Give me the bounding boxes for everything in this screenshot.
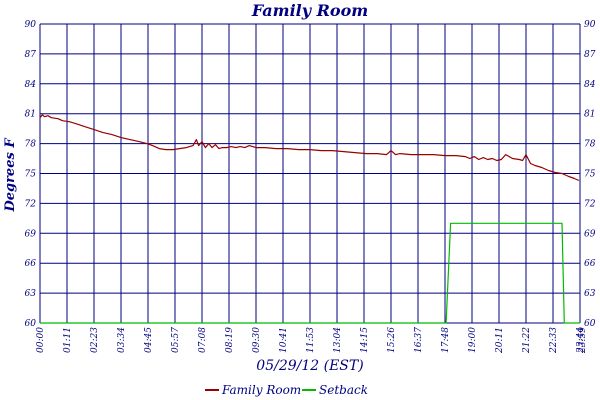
series-lines [39,114,580,324]
y-tick-label-right: 69 [584,229,596,239]
y-tick-label-right: 60 [584,319,596,329]
x-tick-label: 08:19 [225,327,235,353]
y-tick-label: 63 [25,289,37,299]
y-tick-label: 72 [25,199,37,209]
series-line-family-room [39,114,580,182]
x-tick-label: 05:57 [171,327,181,353]
y-tick-label-right: 72 [584,199,596,209]
y-tick-label: 78 [25,140,37,150]
x-tick-label: 22:33 [549,327,559,354]
legend-label: Family Room [221,383,301,397]
y-tick-label-right: 63 [584,289,596,299]
legend: Family Room Setback [205,383,368,397]
y-tick-label-right: 66 [584,259,596,269]
x-tick-label: 15:26 [387,327,397,353]
y-tick-label: 60 [25,319,37,329]
y-tick-label-right: 78 [584,140,596,150]
y-tick-label: 90 [25,20,37,30]
y-tick-label: 84 [25,80,37,90]
y-tick-label-right: 90 [584,20,596,30]
x-tick-label: 14:15 [360,327,370,353]
y-tick-label-right: 81 [584,110,595,120]
series-line-setback [40,222,580,324]
x-tick-label: 00:00 [36,327,46,353]
x-tick-labels: 00:00 01:11 02:23 03:34 04:45 05:57 07:08 08:19… [36,327,588,354]
x-tick-label: 23:59 [578,327,588,354]
y-tick-label-right: 87 [584,50,596,60]
y-tick-label: 66 [25,259,37,269]
y-tick-label: 69 [25,229,37,239]
y-tick-labels: 60 60 63 63 66 66 69 69 72 72 75 75 78 78 81 81 84 84 87 87… [25,20,596,329]
x-tick-label: 01:11 [63,327,73,353]
x-tick-label: 09:30 [252,327,262,353]
y-tick-label: 81 [25,110,36,120]
x-tick-label: 04:45 [144,327,154,353]
x-tick-label: 20:11 [495,327,505,354]
y-tick-label: 87 [25,50,37,60]
grid [39,23,581,324]
x-tick-label: 02:23 [90,327,100,353]
legend-label: Setback [319,383,368,397]
y-tick-label-right: 75 [584,170,596,180]
x-tick-label: 21:22 [522,327,532,354]
x-tick-label: 03:34 [117,327,127,353]
x-tick-label: 11:53 [306,327,316,353]
x-tick-label: 23:44 [576,327,586,354]
x-tick-label: 16:37 [414,327,424,353]
x-tick-label: 10:41 [279,327,289,353]
y-axis-label: Degrees F [3,138,18,213]
y-tick-label-right: 84 [584,80,596,90]
y-tick-label: 75 [25,170,37,180]
x-tick-label: 13:04 [333,327,343,353]
x-tick-label: 07:08 [198,327,208,353]
x-tick-label: 19:00 [468,327,478,353]
x-axis-label: 05/29/12 (EST) [256,358,363,374]
chart-title: Family Room [251,1,368,20]
x-tick-label: 17:48 [441,327,451,353]
